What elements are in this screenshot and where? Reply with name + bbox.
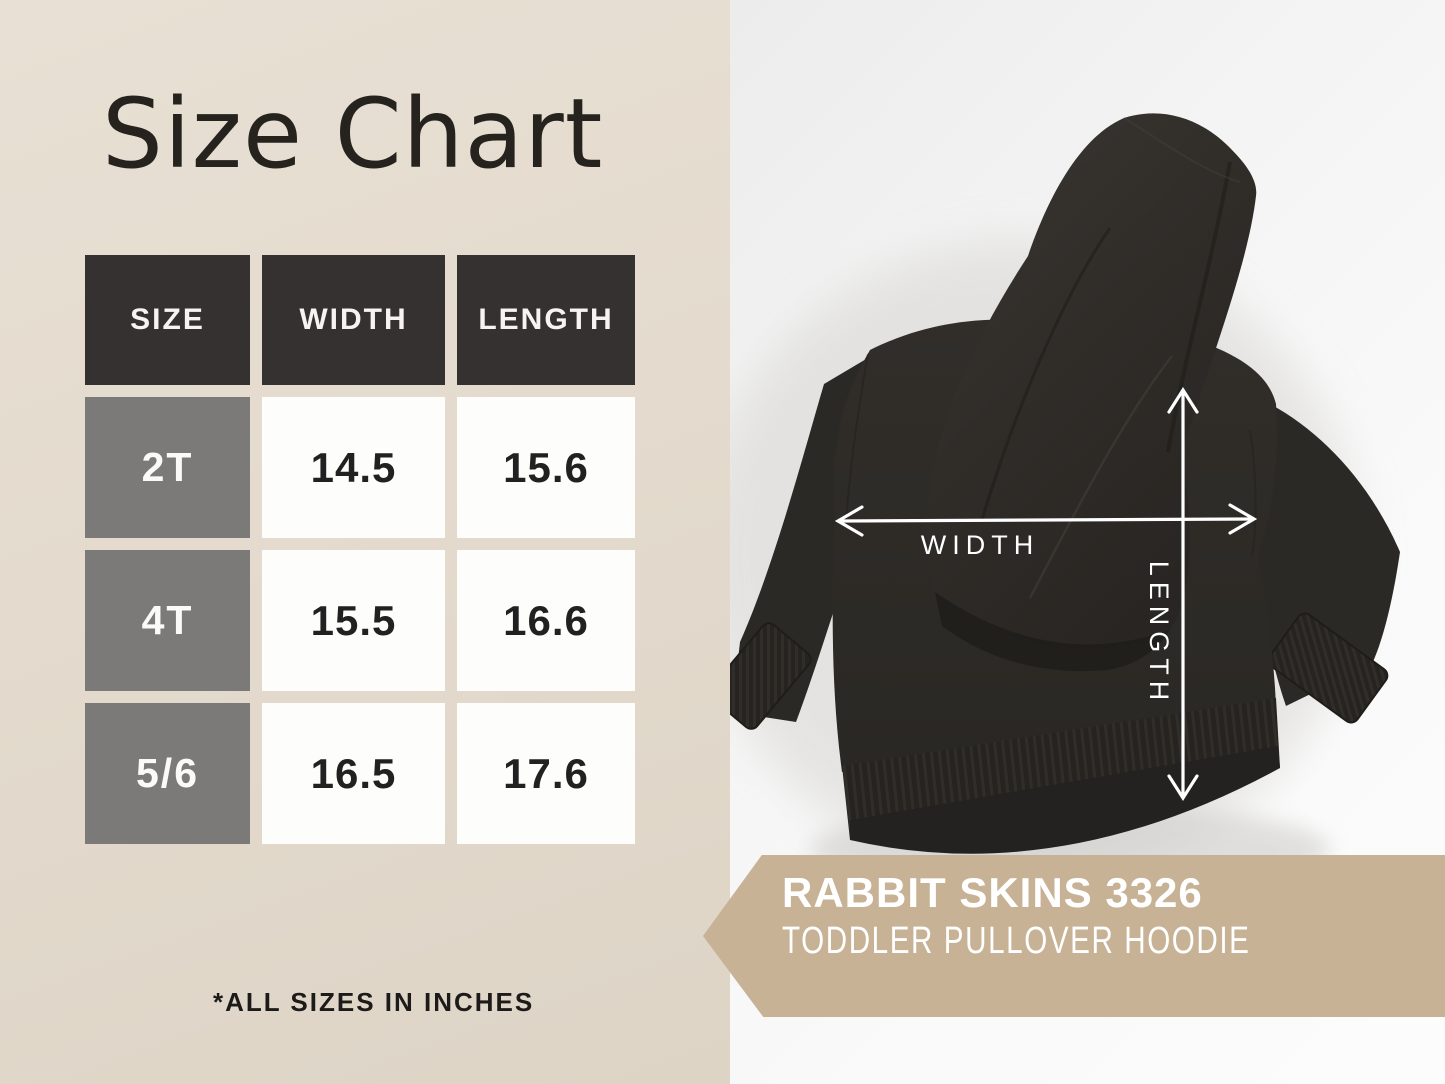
column-header-length: LENGTH: [457, 255, 635, 385]
table-row-length: 15.6: [457, 397, 635, 538]
units-footnote: *ALL SIZES IN INCHES: [213, 987, 535, 1017]
product-name: RABBIT SKINS 3326: [782, 869, 1203, 916]
length-measure-label: LENGTH: [1144, 560, 1174, 707]
hoodie-illustration: [730, 113, 1400, 896]
column-header-width: WIDTH: [262, 255, 445, 385]
neck-shadow: [935, 592, 1170, 672]
table-row-length: 16.6: [457, 550, 635, 691]
page-title: Size Chart: [102, 78, 604, 190]
table-row-size: 5/6: [85, 703, 250, 844]
hood-edge-line: [1166, 161, 1232, 453]
table-row-width: 15.5: [262, 550, 445, 691]
hem-underlayer: [850, 746, 1280, 854]
width-measure-label: WIDTH: [920, 530, 1040, 560]
product-banner-text: RABBIT SKINS 3326 TODDLER PULLOVER HOODI…: [782, 869, 1383, 962]
hood-highlight-line: [1028, 355, 1173, 599]
hood-fold-line: [980, 227, 1112, 521]
right-sleeve: [1244, 398, 1400, 706]
hood-top-seam: [1123, 117, 1241, 183]
left-cuff: [730, 622, 812, 730]
table-row-size: 4T: [85, 550, 250, 691]
table-row-width: 14.5: [262, 397, 445, 538]
left-seam: [845, 353, 869, 521]
product-banner: RABBIT SKINS 3326 TODDLER PULLOVER HOODI…: [702, 855, 1445, 1017]
hood: [927, 113, 1257, 649]
right-cuff: [1267, 612, 1389, 724]
size-table: SIZE WIDTH LENGTH 2T 14.5 15.6 4T 15.5 1…: [85, 255, 635, 844]
table-row-width: 16.5: [262, 703, 445, 844]
length-arrow: [1167, 387, 1199, 801]
table-row-size: 2T: [85, 397, 250, 538]
size-chart-panel: Size Chart SIZE WIDTH LENGTH 2T 14.5 15.…: [0, 0, 730, 1084]
right-seam: [1249, 429, 1257, 557]
product-description: TODDLER PULLOVER HOODIE: [782, 920, 1251, 962]
product-photo-panel: WIDTH LENGTH: [730, 0, 1445, 1084]
column-header-size: SIZE: [85, 255, 250, 385]
table-row-length: 17.6: [457, 703, 635, 844]
